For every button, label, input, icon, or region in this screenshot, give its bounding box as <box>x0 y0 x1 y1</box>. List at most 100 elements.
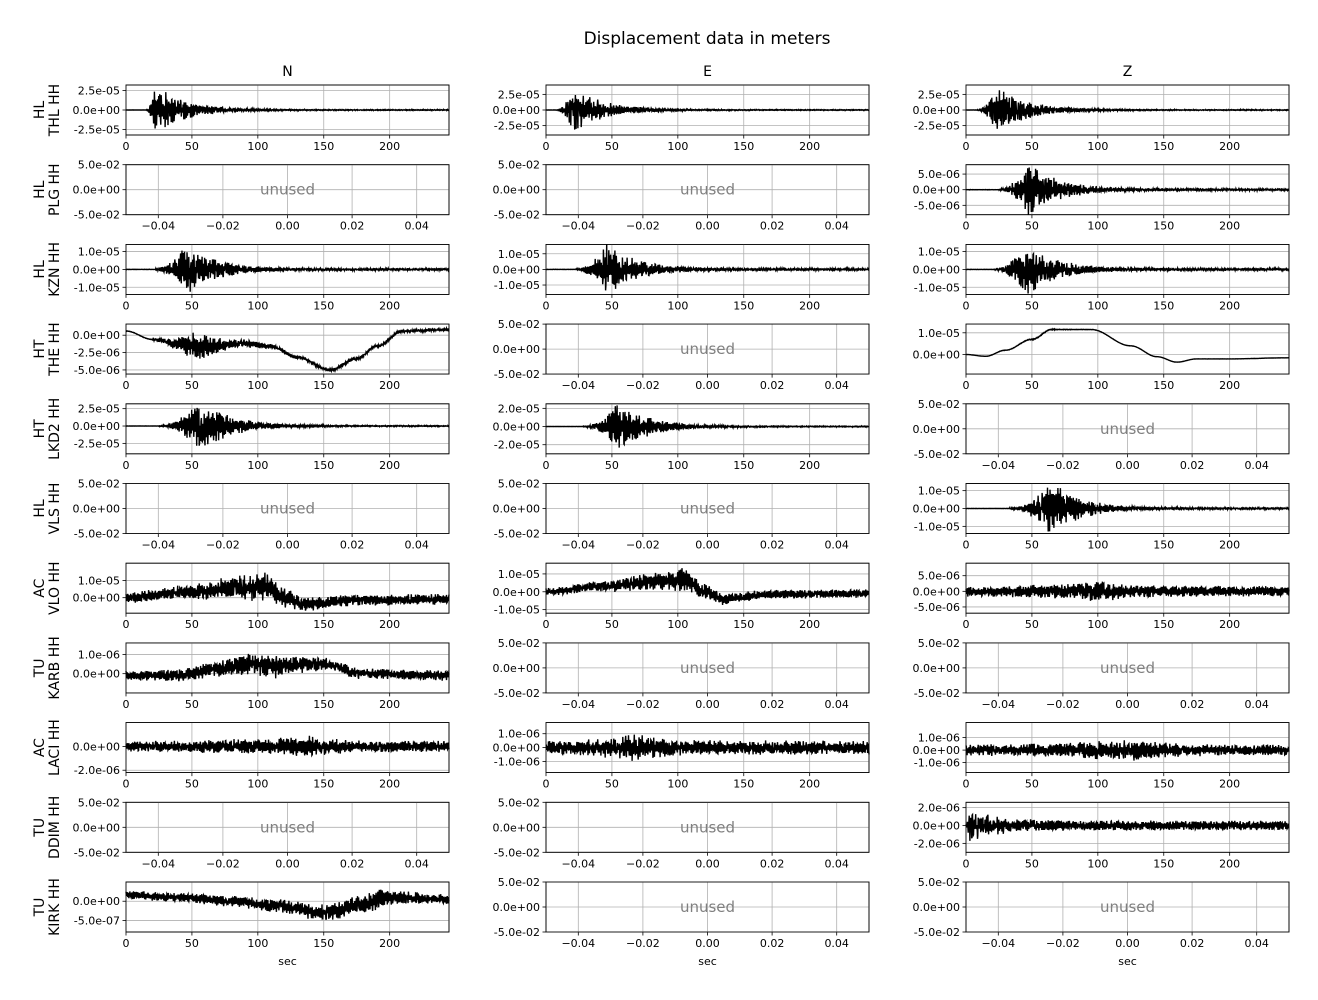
y-tick-label: -2.5e-05 <box>74 437 120 450</box>
x-tick-label: 150 <box>1153 379 1174 392</box>
x-tick-label: 0 <box>543 459 550 472</box>
x-tick-label: −0.02 <box>206 539 240 552</box>
y-tick-label: 2.5e-05 <box>498 88 540 101</box>
row-station-label: PLG HH <box>47 163 63 216</box>
y-tick-label: 0.0e+00 <box>913 662 960 675</box>
x-tick-label: 0 <box>963 618 970 631</box>
panel-border <box>965 323 1290 375</box>
waveform-laci-z <box>965 740 1290 761</box>
x-tick-label: 50 <box>185 778 199 791</box>
unused-label: unused <box>680 181 735 199</box>
panel-border <box>125 323 450 375</box>
x-tick-label: 150 <box>733 778 754 791</box>
x-tick-label: 0.00 <box>275 539 300 552</box>
x-tick-label: 150 <box>313 140 334 153</box>
unused-label: unused <box>260 500 315 518</box>
waveform-kzn-n <box>125 250 450 292</box>
x-tick-label: 100 <box>247 140 268 153</box>
x-tick-label: 0.04 <box>404 857 429 870</box>
x-tick-label: 100 <box>1087 299 1108 312</box>
x-tick-label: 150 <box>1153 539 1174 552</box>
y-tick-label: -5.0e-06 <box>74 364 120 377</box>
x-tick-label: 150 <box>1153 778 1174 791</box>
x-tick-label: 0.04 <box>1244 937 1269 950</box>
x-tick-label: 0.02 <box>760 379 785 392</box>
panel-border <box>125 881 450 933</box>
panel-border <box>965 722 1290 773</box>
x-tick-label: 0 <box>543 778 550 791</box>
y-tick-label: 1.0e-05 <box>918 485 960 498</box>
x-tick-label: 0.00 <box>275 857 300 870</box>
x-tick-label: −0.04 <box>561 220 595 233</box>
column-title-z: Z <box>1123 64 1133 80</box>
x-tick-label: 150 <box>1153 618 1174 631</box>
x-tick-label: 0.02 <box>760 539 785 552</box>
y-tick-label: 0.0e+00 <box>493 263 540 276</box>
row-network-label: TU <box>32 818 48 838</box>
x-tick-label: 50 <box>605 140 619 153</box>
x-tick-label: 150 <box>1153 857 1174 870</box>
unused-label: unused <box>680 659 735 677</box>
x-tick-label: 200 <box>379 618 400 631</box>
unused-label: unused <box>680 500 735 518</box>
x-tick-label: 150 <box>313 299 334 312</box>
waveform-vls-z <box>965 487 1290 532</box>
x-tick-label: 100 <box>1087 778 1108 791</box>
x-tick-label: 50 <box>1025 379 1039 392</box>
x-tick-label: 0.02 <box>760 857 785 870</box>
x-tick-label: 100 <box>247 698 268 711</box>
x-tick-label: 100 <box>1087 857 1108 870</box>
x-tick-label: 0.02 <box>1180 698 1205 711</box>
x-tick-label: −0.02 <box>1046 937 1080 950</box>
x-tick-label: 0.00 <box>695 937 720 950</box>
x-tick-label: 50 <box>185 379 199 392</box>
panel-border <box>125 642 450 694</box>
y-tick-label: 0.0e+00 <box>73 592 120 605</box>
x-tick-label: 50 <box>185 140 199 153</box>
waveform-kirk-n <box>125 889 450 920</box>
waveform-lkd2-e <box>546 405 870 448</box>
row-station-label: LKD2 HH <box>47 398 63 460</box>
x-tick-label: 150 <box>733 618 754 631</box>
y-tick-label: 0.0e+00 <box>913 349 960 362</box>
y-tick-label: 0.0e+00 <box>913 585 960 598</box>
y-tick-label: -5.0e-02 <box>494 209 540 222</box>
x-tick-label: 100 <box>667 459 688 472</box>
y-tick-label: -1.0e-06 <box>494 755 540 768</box>
x-tick-label: 0.00 <box>1115 459 1140 472</box>
y-tick-label: 5.0e-06 <box>918 168 960 181</box>
y-tick-label: 5.0e-02 <box>498 318 540 331</box>
y-tick-label: 2.5e-05 <box>78 84 120 97</box>
y-tick-label: 0.0e+00 <box>493 742 540 755</box>
y-tick-label: 0.0e+00 <box>73 263 120 276</box>
y-tick-label: 1.0e-05 <box>918 327 960 340</box>
y-tick-label: 0.0e+00 <box>73 104 120 117</box>
x-tick-label: 50 <box>605 778 619 791</box>
x-tick-label: 0.00 <box>695 857 720 870</box>
x-tick-label: 100 <box>1087 220 1108 233</box>
y-tick-label: -2.5e-05 <box>914 120 960 133</box>
x-tick-label: 50 <box>1025 618 1039 631</box>
y-tick-label: 0.0e+00 <box>913 104 960 117</box>
panel-frame-the-z <box>965 323 1290 375</box>
x-tick-label: 200 <box>1219 857 1240 870</box>
x-tick-label: 0.00 <box>275 220 300 233</box>
y-tick-label: -1.0e-05 <box>494 279 540 292</box>
row-station-label: KIRK HH <box>47 878 63 936</box>
panel-border <box>545 881 870 933</box>
x-tick-label: 200 <box>379 140 400 153</box>
x-tick-label: 200 <box>799 459 820 472</box>
panel-border <box>125 801 450 853</box>
x-tick-label: 200 <box>379 459 400 472</box>
y-tick-label: 5.0e-06 <box>918 570 960 583</box>
x-tick-label: 0 <box>963 379 970 392</box>
y-tick-label: 0.0e+00 <box>493 662 540 675</box>
x-tick-label: 50 <box>1025 778 1039 791</box>
x-tick-label: 200 <box>1219 140 1240 153</box>
x-tick-label: 0 <box>543 299 550 312</box>
x-tick-label: 0 <box>963 299 970 312</box>
panel-border <box>965 403 1290 455</box>
y-tick-label: 1.0e-05 <box>78 246 120 259</box>
row-network-label: HL <box>32 101 48 120</box>
y-tick-label: 0.0e+00 <box>913 744 960 757</box>
